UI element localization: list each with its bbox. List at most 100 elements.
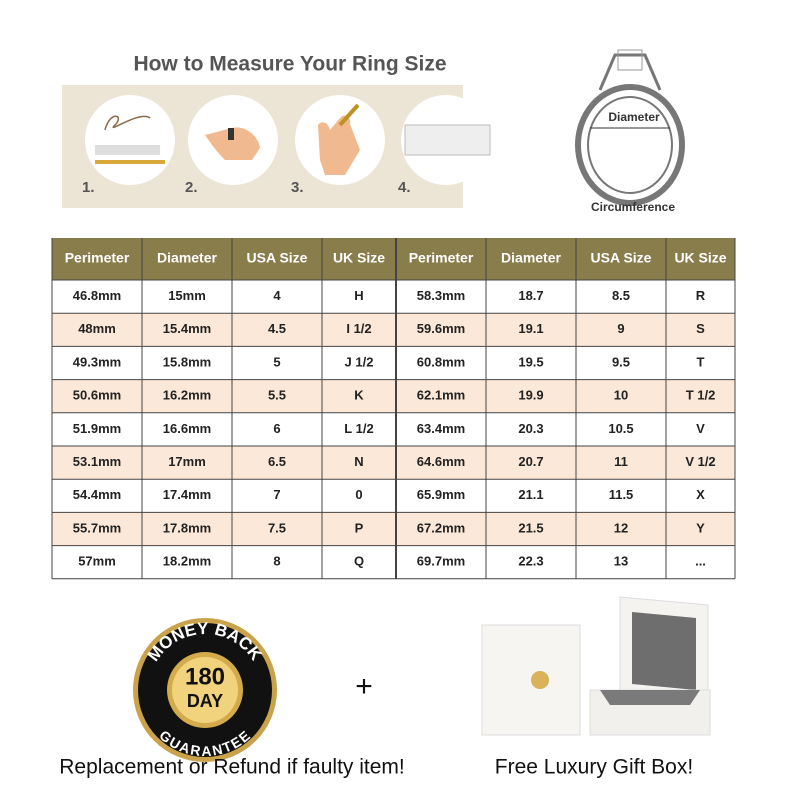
cell: 5.5 [268, 388, 286, 403]
cell: 53.1mm [73, 454, 121, 469]
table-row [52, 280, 735, 314]
column-header: UK Size [333, 250, 385, 266]
step-drawings [95, 103, 491, 175]
cell: J 1/2 [345, 354, 374, 369]
cell: 18.7 [518, 288, 543, 303]
cell: 21.1 [518, 487, 543, 502]
cell: 50.6mm [73, 388, 121, 403]
cell: 11.5 [609, 487, 634, 502]
cell: V 1/2 [685, 454, 715, 469]
table-row [52, 512, 735, 546]
cell: 17mm [168, 454, 206, 469]
cell: 15mm [168, 288, 206, 303]
column-header: USA Size [247, 250, 308, 266]
cell: 48mm [78, 321, 116, 336]
diameter-label: Diameter [608, 110, 660, 124]
column-header: Perimeter [409, 250, 474, 266]
cell: 20.3 [518, 421, 543, 436]
table-row [52, 446, 735, 480]
cell: 5 [273, 354, 280, 369]
cell: 60.8mm [417, 354, 465, 369]
cell: 9 [617, 321, 624, 336]
cell: 19.5 [518, 354, 543, 369]
cell: 51.9mm [73, 421, 121, 436]
cell: 18.2mm [163, 554, 211, 569]
table-row [52, 545, 735, 579]
cell: 6 [273, 421, 280, 436]
table-row [52, 313, 735, 347]
title: How to Measure Your Ring Size [133, 53, 446, 76]
cell: 16.2mm [163, 388, 211, 403]
cell: L 1/2 [344, 421, 373, 436]
table-row [52, 346, 735, 380]
cell: 8 [273, 554, 280, 569]
cell: 54.4mm [73, 487, 121, 502]
size-table: Perimeter Diameter USA Size UK Size Perimete… [51, 238, 736, 580]
column-header: Perimeter [65, 250, 130, 266]
cell: H [354, 288, 363, 303]
header-row [52, 238, 735, 280]
cell: 9.5 [612, 354, 630, 369]
cell: 20.7 [518, 454, 543, 469]
cell: Y [696, 520, 705, 535]
cell: T 1/2 [686, 388, 716, 403]
plus: + [355, 670, 373, 703]
cell: 57mm [78, 554, 116, 569]
cell: 65.9mm [417, 487, 465, 502]
circumference-label: Circumference [591, 200, 675, 214]
column-header: Diameter [157, 250, 217, 266]
cell: 13 [614, 554, 628, 569]
cell: X [696, 487, 705, 502]
cell: 6.5 [268, 454, 286, 469]
cell: 55.7mm [73, 520, 121, 535]
badge-number: 180 [185, 663, 225, 690]
gift-box [481, 596, 711, 736]
cell: ... [695, 554, 706, 569]
cell: 15.8mm [163, 354, 211, 369]
cell: 17.4mm [163, 487, 211, 502]
cell: Q [354, 554, 364, 569]
cell: K [354, 388, 364, 403]
cell: V [696, 421, 705, 436]
gift-caption: Free Luxury Gift Box! [495, 756, 693, 779]
cell: 0 [355, 487, 362, 502]
cell: I 1/2 [346, 321, 371, 336]
cell: 10.5 [608, 421, 633, 436]
cell: 8.5 [612, 288, 630, 303]
cell: 11 [614, 454, 628, 469]
cell: T [697, 354, 705, 369]
ring-illustration [575, 49, 685, 206]
table-row [52, 379, 735, 413]
cell: P [355, 520, 364, 535]
table-row [52, 412, 735, 446]
cell: 49.3mm [73, 354, 121, 369]
cell: 4 [273, 288, 281, 303]
step-label: 2. [185, 179, 198, 196]
cell: 21.5 [518, 520, 543, 535]
column-header: UK Size [674, 250, 726, 266]
guarantee-badge [133, 618, 277, 762]
step-label: 4. [398, 179, 411, 196]
step-label: 3. [291, 179, 304, 196]
cell: 19.9 [518, 388, 543, 403]
cell: R [696, 288, 706, 303]
cell: 19.1 [518, 321, 543, 336]
cell: 67.2mm [417, 520, 465, 535]
cell: 46.8mm [73, 288, 121, 303]
step-label: 1. [82, 179, 95, 196]
column-header: Diameter [501, 250, 561, 266]
cell: 16.6mm [163, 421, 211, 436]
table-row [52, 479, 735, 513]
cell: 7.5 [268, 520, 286, 535]
badge-unit: DAY [187, 691, 223, 711]
cell: 15.4mm [163, 321, 211, 336]
cell: 63.4mm [417, 421, 465, 436]
column-header: USA Size [591, 250, 652, 266]
cell: 7 [273, 487, 280, 502]
cell: 4.5 [268, 321, 286, 336]
cell: 64.6mm [417, 454, 465, 469]
cell: 59.6mm [417, 321, 465, 336]
cell: 62.1mm [417, 388, 465, 403]
cell: 22.3 [518, 554, 543, 569]
